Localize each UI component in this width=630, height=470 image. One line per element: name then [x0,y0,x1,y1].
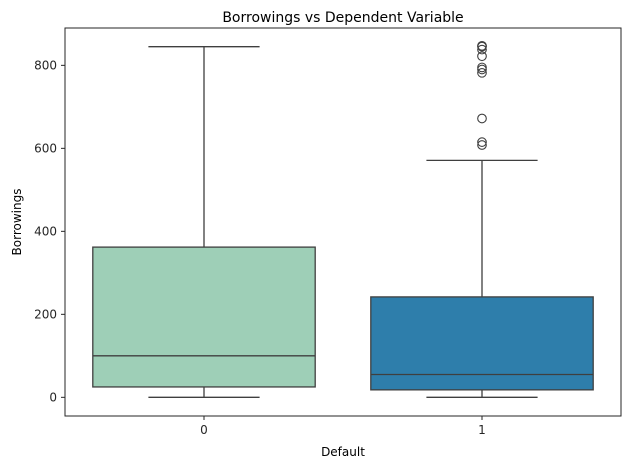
outlier-point [477,137,487,147]
x-tick-label: 1 [478,423,486,437]
outlier-point [477,44,487,55]
plot-frame [64,27,622,417]
x-axis-label: Default [321,445,365,459]
iqr-box [370,296,594,391]
y-tick-label: 800 [34,58,57,72]
y-tick-label: 400 [34,224,57,238]
y-axis-label: Borrowings [10,189,24,256]
iqr-box [92,246,316,388]
y-axis: 0 200 400 600 800 [34,58,65,404]
outlier-point [477,40,487,51]
outlier-point [477,62,487,73]
box-group-0 [92,46,316,398]
y-tick-label: 0 [49,390,57,404]
y-tick-label: 200 [34,307,57,321]
y-tick-label: 600 [34,141,57,155]
outlier-point [477,67,487,78]
outlier-point [477,51,487,62]
outlier-point [477,140,487,150]
chart-title: Borrowings vs Dependent Variable [222,10,463,26]
plot-area [92,40,594,398]
box-group-1 [370,40,594,398]
x-tick-label: 0 [200,423,208,437]
outlier-point [477,113,487,124]
